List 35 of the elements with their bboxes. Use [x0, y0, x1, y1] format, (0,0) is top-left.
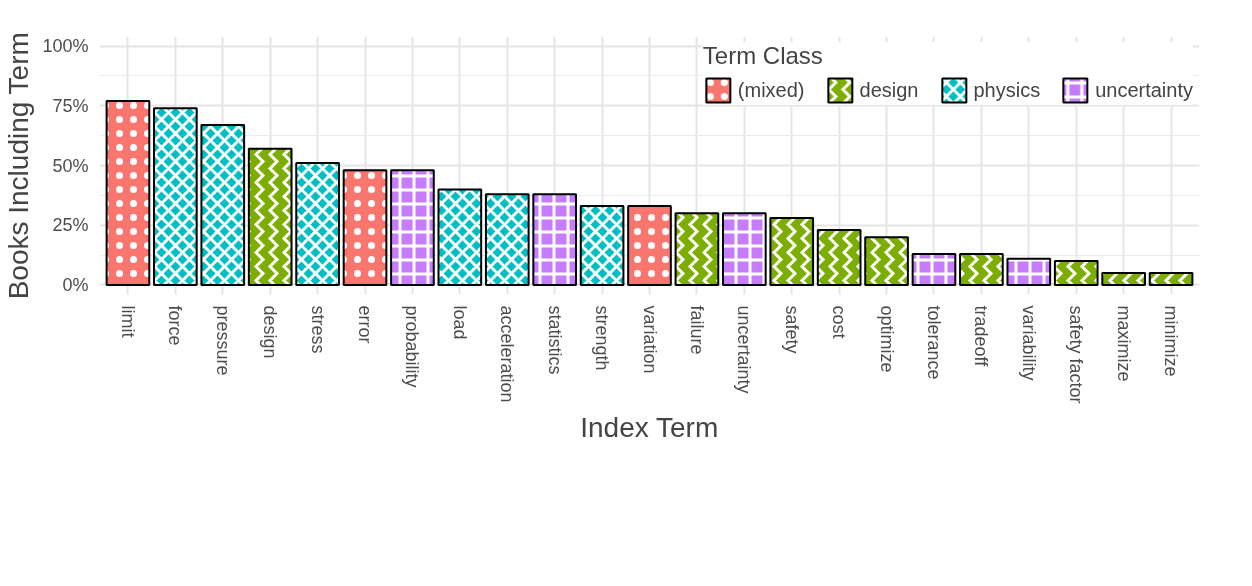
x-tick-label: acceleration	[497, 305, 518, 403]
x-tick-label: pressure	[212, 305, 233, 376]
x-tick-label: error	[355, 305, 376, 344]
x-tick-label: failure	[686, 305, 707, 355]
x-tick-label: maximize	[1113, 305, 1134, 382]
x-axis-title: Index Term	[580, 411, 719, 443]
x-tick-label: uncertainty	[734, 305, 755, 394]
x-tick-label: optimize	[876, 305, 897, 373]
x-tick-label: tradeoff	[971, 305, 992, 368]
x-tick-label: load	[449, 305, 470, 340]
y-tick-label: 100%	[42, 36, 89, 57]
x-tick-label: safety factor	[1066, 305, 1087, 404]
x-tick-label: limit	[117, 305, 138, 338]
x-tick-label: strength	[592, 305, 613, 371]
legend-label: (mixed)	[737, 78, 805, 102]
x-tick-label: minimize	[1161, 305, 1182, 377]
legend-title: Term Class	[702, 42, 824, 70]
x-tick-label: variation	[639, 305, 660, 374]
y-axis-title: Books Including Term	[3, 32, 35, 300]
y-tick-label: 25%	[52, 215, 89, 236]
legend-label: design	[859, 78, 919, 102]
x-tick-label: stress	[307, 305, 328, 354]
legend-label: uncertainty	[1095, 78, 1193, 102]
y-tick-label: 0%	[62, 274, 89, 295]
y-tick-label: 50%	[52, 155, 89, 176]
x-tick-label: statistics	[544, 305, 565, 375]
x-tick-label: design	[260, 305, 281, 359]
x-tick-label: safety	[781, 305, 802, 354]
x-tick-label: probability	[402, 305, 423, 388]
x-tick-label: cost	[829, 305, 850, 339]
x-tick-label: variability	[1018, 305, 1039, 381]
y-tick-label: 75%	[52, 95, 89, 116]
x-tick-label: force	[165, 305, 186, 346]
x-tick-label: tolerance	[923, 305, 944, 380]
legend-label: physics	[973, 78, 1041, 102]
